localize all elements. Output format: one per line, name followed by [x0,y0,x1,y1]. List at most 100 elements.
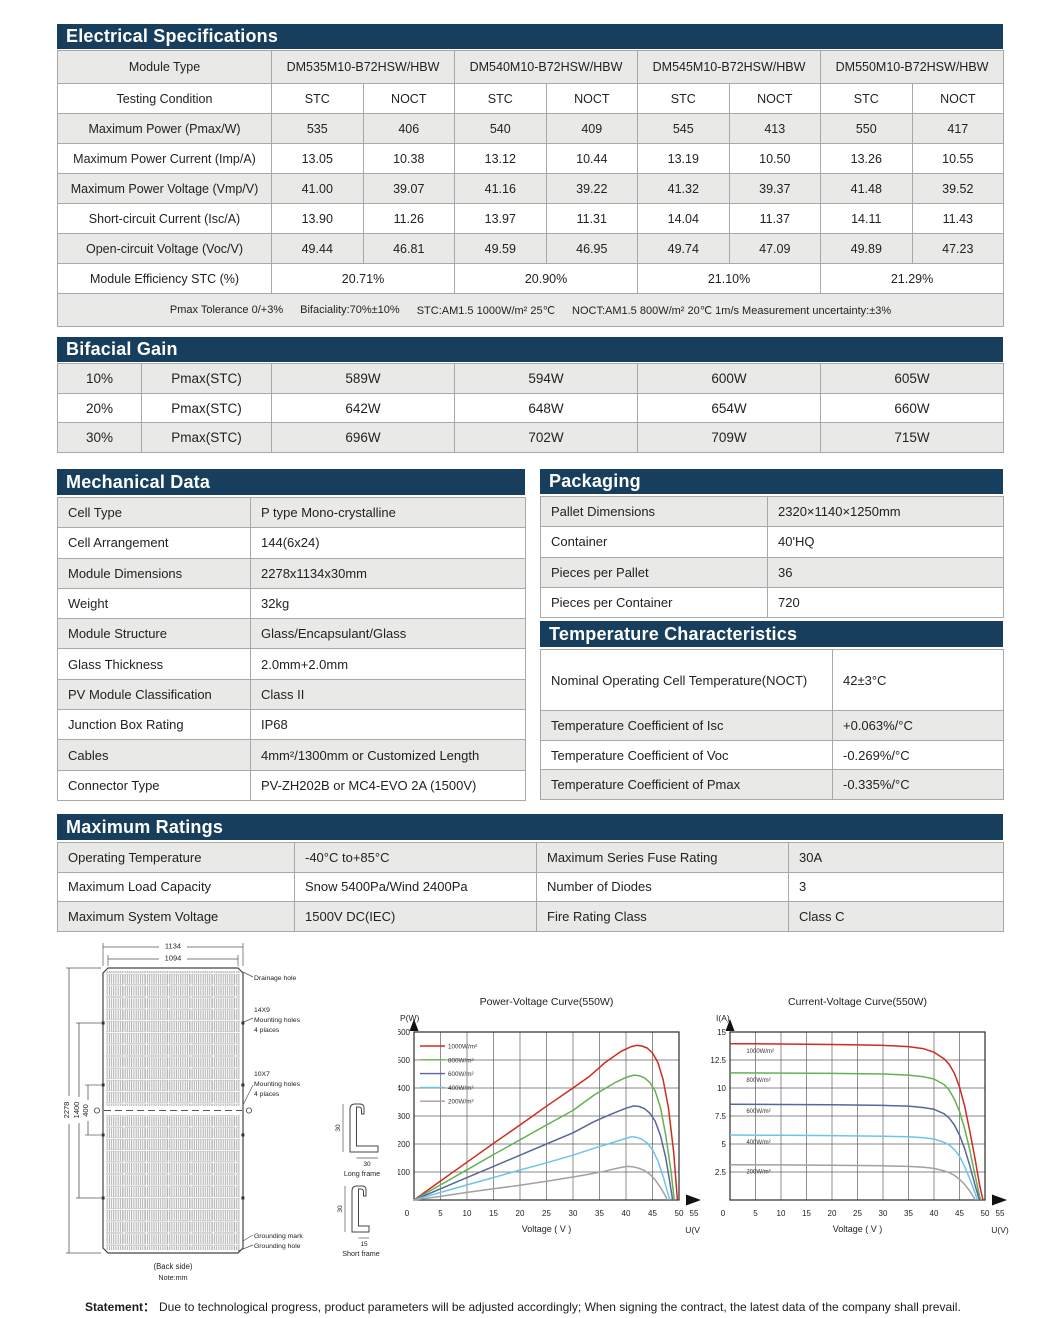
cell: 702W [454,422,638,454]
section-title: Maximum Ratings [66,816,224,837]
svg-text:7.5: 7.5 [715,1112,727,1121]
cell: -40°C to+85°C [294,842,537,873]
cell: 11.43 [911,203,1005,234]
svg-text:40: 40 [930,1209,939,1218]
cell: STC [271,83,364,114]
cell: +0.063%/°C [832,710,1004,741]
cell: 660W [820,392,1004,424]
cell: 406 [362,113,456,144]
svg-text:400W/m²: 400W/m² [746,1140,770,1146]
section-title: Packaging [549,471,641,491]
row-label: Module Efficiency STC (%) [57,263,272,294]
panel-technical-drawing: 1134 1094 2278 1400 400 Drainage hole 14… [62,941,380,1282]
svg-text:15: 15 [802,1209,811,1218]
cell: 4mm²/1300mm or Customized Length [250,739,526,771]
table-row: Module Type DM535M10-B72HSW/HBW DM540M10… [57,50,1005,84]
cell: PV-ZH202B or MC4-EVO 2A (1500V) [250,769,526,801]
svg-text:1000W/m²: 1000W/m² [448,1044,477,1051]
row-label: Number of Diodes [536,871,789,903]
svg-text:Voltage ( V ): Voltage ( V ) [522,1224,572,1234]
cell: 413 [728,113,822,144]
footnote: STC:AM1.5 1000W/m² 25℃ [416,304,555,317]
svg-text:40: 40 [622,1209,631,1218]
long-frame-width-dim: 30 [363,1161,371,1168]
cell: 720 [767,586,1004,619]
svg-text:10: 10 [463,1209,472,1218]
svg-text:55: 55 [996,1209,1005,1218]
cell: Class II [250,678,526,711]
svg-text:20: 20 [828,1209,837,1218]
row-label: Temperature Coefficient of Voc [540,739,833,771]
svg-text:25: 25 [853,1209,862,1218]
table-row: Maximum Power (Pmax/W) 535 406 540 409 5… [57,113,1005,144]
power-voltage-chart: Power-Voltage Curve(550W) P(W) 0 5 10 15 20 25 3… [398,996,700,1235]
electrical-specs-table: Module Type DM535M10-B72HSW/HBW DM540M10… [56,50,1005,327]
section-title: Temperature Characteristics [549,623,798,644]
cell: 20.90% [454,263,639,294]
svg-text:15: 15 [717,1028,726,1037]
cell: 46.81 [362,233,456,264]
cell: NOCT [728,83,822,114]
row-label: Cell Type [57,496,251,529]
maximum-ratings-table: Operating Temperature -40°C to+85°C Maxi… [57,842,1004,932]
cell: 11.37 [728,203,822,234]
cell: 30A [788,842,1004,873]
cell: 535 [271,113,364,144]
svg-text:400W/m²: 400W/m² [448,1085,474,1092]
svg-text:30: 30 [569,1209,578,1218]
row-label: Short-circuit Current (Isc/A) [57,203,272,234]
mounting-holes-14x9-callout-line3: 4 places [254,1027,280,1034]
cell: DM535M10-B72HSW/HBW [270,50,456,84]
cell: STC [820,83,913,114]
cell: 594W [454,363,638,394]
svg-text:5: 5 [438,1209,443,1218]
svg-text:I(A): I(A) [716,1013,730,1023]
cell: 47.09 [728,233,822,264]
svg-text:Current-Voltage Curve(550W): Current-Voltage Curve(550W) [788,996,927,1008]
table-footnote-row: Pmax Tolerance 0/+3% Bifaciality:70%±10%… [56,293,1005,327]
mounting-holes-14x9-callout: 14X9 [254,1007,270,1014]
section-title: Electrical Specifications [66,26,279,46]
short-frame-profile [351,1185,370,1233]
row-label: Cell Arrangement [57,527,251,559]
cell: 41.48 [820,173,913,204]
cell: 11.31 [545,203,639,234]
row-label: Module Type [57,50,272,84]
svg-text:Power-Voltage Curve(550W): Power-Voltage Curve(550W) [480,996,614,1008]
cell: DM545M10-B72HSW/HBW [637,50,822,84]
row-label: Pmax(STC) [141,363,272,394]
cell: 20.71% [270,263,456,294]
mounting-holes-14x9-callout-line2: Mounting holes [254,1017,301,1024]
cell: 13.05 [271,143,364,174]
row-label: Weight [57,587,251,620]
row-label: Fire Rating Class [536,901,789,932]
dim-width-inner: 1094 [165,954,182,963]
grounding-symbol-right [245,1107,252,1114]
temperature-characteristics-header: Temperature Characteristics [540,621,1003,647]
statement-text: Due to technological progress, product p… [159,1300,961,1314]
footnote-cell: Pmax Tolerance 0/+3% Bifaciality:70%±10%… [56,293,1005,327]
svg-text:600W/m²: 600W/m² [746,1109,770,1115]
svg-text:300: 300 [398,1112,411,1121]
cell: 40'HQ [767,526,1004,558]
row-label: Maximum Load Capacity [57,871,295,903]
cell: 642W [271,392,455,424]
cell: 11.26 [362,203,456,234]
cell: 589W [271,363,455,394]
svg-text:45: 45 [955,1209,964,1218]
table-row: Maximum Power Current (Imp/A) 13.05 10.3… [57,143,1005,174]
table-row: 20% Pmax(STC) 642W 648W 654W 660W [57,392,1004,424]
grounding-symbol-left [94,1107,101,1114]
cell: 715W [820,422,1004,454]
drainage-hole-callout: Drainage hole [254,975,297,982]
note-mm-caption: Note:mm [158,1273,187,1282]
svg-text:U(V): U(V) [685,1225,700,1235]
cell: 14.11 [820,203,913,234]
cell: DM540M10-B72HSW/HBW [454,50,639,84]
cell: 417 [911,113,1005,144]
svg-text:400: 400 [398,1084,411,1093]
row-label: PV Module Classification [57,678,251,711]
row-label: Maximum Series Fuse Rating [536,842,789,873]
mechanical-data-table: Cell Type P type Mono-crystalline Cell Ar… [57,496,526,801]
packaging-table: Pallet Dimensions 2320×1140×1250mm Contai… [540,495,1004,619]
